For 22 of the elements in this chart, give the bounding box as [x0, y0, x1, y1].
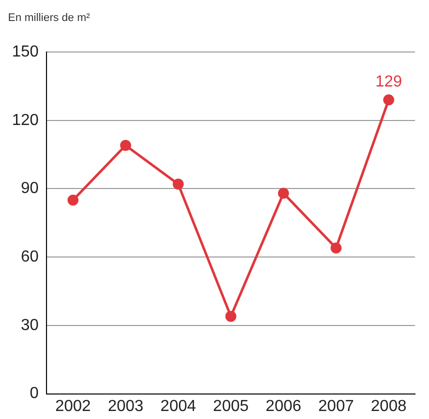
y-tick-label: 120 — [12, 112, 39, 129]
point — [330, 242, 342, 254]
x-tick-label: 2004 — [160, 398, 196, 415]
point — [172, 178, 184, 190]
y-tick-label: 0 — [30, 385, 39, 402]
x-tick-label: 2005 — [213, 398, 249, 415]
point — [383, 94, 394, 106]
x-tick-label: 2006 — [266, 398, 302, 415]
point — [225, 310, 236, 322]
y-tick-label: 60 — [20, 248, 39, 266]
x-tick-label: 2008 — [370, 398, 407, 415]
point — [278, 188, 289, 199]
y-tick-label: 150 — [12, 43, 39, 60]
point — [68, 194, 79, 206]
point — [120, 140, 132, 151]
y-tick-label: 30 — [20, 316, 39, 334]
y-axis-title: En milliers de m² — [8, 12, 90, 24]
x-tick-label: 2003 — [108, 398, 144, 415]
data-label: 129 — [375, 73, 402, 90]
x-tick-label: 2002 — [55, 398, 91, 415]
y-tick-label: 90 — [20, 180, 39, 198]
x-tick-label: 2007 — [318, 398, 354, 415]
